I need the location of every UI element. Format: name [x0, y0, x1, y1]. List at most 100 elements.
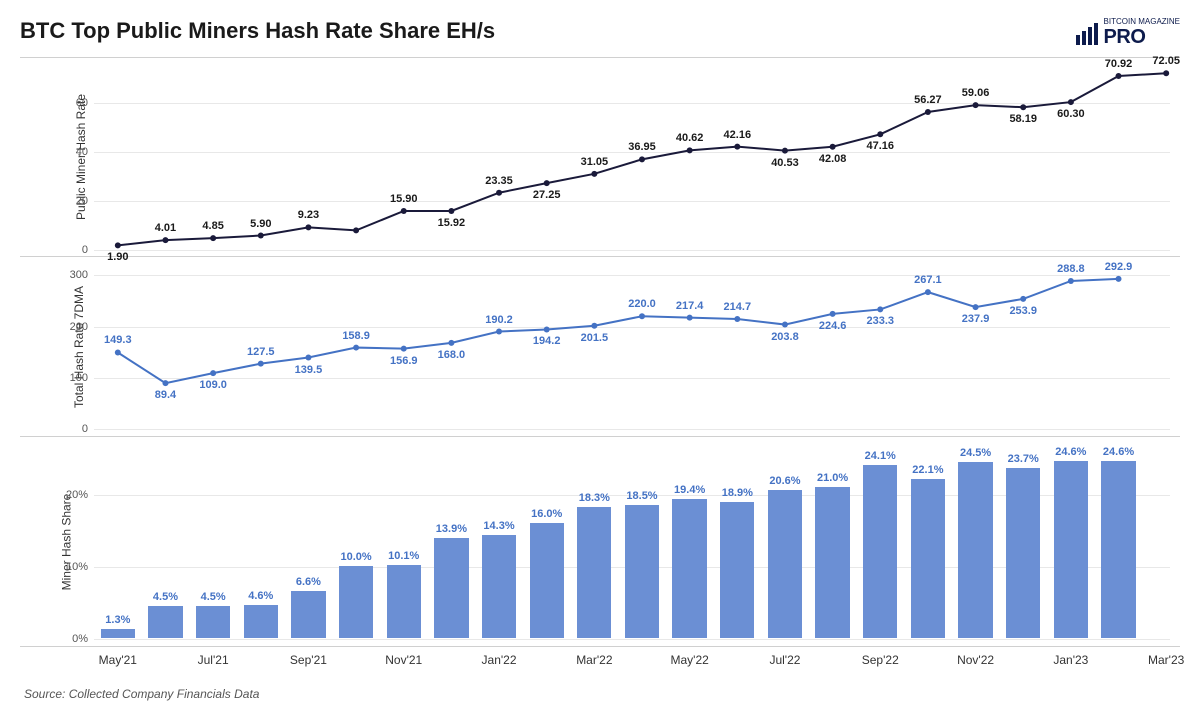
bar [291, 591, 325, 638]
data-label: 4.5% [153, 591, 178, 603]
data-label: 24.5% [960, 447, 991, 459]
data-label: 70.92 [1105, 58, 1133, 70]
bar [339, 566, 373, 638]
y-tick: 20 [52, 195, 88, 207]
data-label: 4.6% [248, 590, 273, 602]
data-label: 24.6% [1103, 446, 1134, 458]
chart-title: BTC Top Public Miners Hash Rate Share EH… [20, 18, 495, 44]
y-tick: 200 [52, 321, 88, 333]
data-label: 217.4 [676, 300, 704, 312]
y-tick: 100 [52, 372, 88, 384]
y-tick: 60 [52, 97, 88, 109]
data-label: 201.5 [581, 332, 609, 344]
data-label: 42.16 [724, 129, 752, 141]
y-tick: 300 [52, 269, 88, 281]
data-label: 10.0% [340, 551, 371, 563]
bar [482, 535, 516, 638]
x-tick: Jan'22 [482, 653, 517, 667]
data-label: 127.5 [247, 346, 275, 358]
bar [530, 523, 564, 638]
data-label: 59.06 [962, 87, 990, 99]
data-label: 224.6 [819, 320, 847, 332]
panel-total: Total Hash Rate 7DMA0100200300149.389.41… [20, 257, 1180, 437]
data-label: 24.1% [865, 450, 896, 462]
bar [1054, 461, 1088, 638]
x-tick: Nov'21 [385, 653, 422, 667]
data-label: 13.9% [436, 523, 467, 535]
bar [911, 479, 945, 638]
data-label: 10.1% [388, 550, 419, 562]
brand-logo: BITCOIN MAGAZINE PRO [1076, 18, 1180, 49]
data-label: 156.9 [390, 355, 418, 367]
data-label: 267.1 [914, 274, 942, 286]
data-label: 9.23 [298, 209, 319, 221]
data-label: 233.3 [866, 315, 894, 327]
data-label: 5.90 [250, 218, 271, 230]
data-label: 4.5% [201, 591, 226, 603]
data-label: 24.6% [1055, 446, 1086, 458]
data-label: 36.95 [628, 141, 656, 153]
data-label: 15.92 [438, 217, 466, 229]
data-label: 47.16 [866, 140, 894, 152]
data-label: 40.53 [771, 157, 799, 169]
y-axis-label: Total Hash Rate 7DMA [72, 285, 86, 407]
bar [101, 629, 135, 638]
bar [577, 507, 611, 638]
data-label: 292.9 [1105, 261, 1133, 273]
data-label: 60.30 [1057, 108, 1085, 120]
data-label: 14.3% [483, 520, 514, 532]
bar [244, 605, 278, 638]
data-label: 149.3 [104, 334, 132, 346]
data-label: 19.4% [674, 484, 705, 496]
y-tick: 0% [52, 633, 88, 645]
data-label: 23.7% [1008, 453, 1039, 465]
data-label: 6.6% [296, 576, 321, 588]
y-tick: 10% [52, 561, 88, 573]
data-label: 18.3% [579, 492, 610, 504]
logo-bars-icon [1076, 23, 1098, 45]
bar [720, 502, 754, 638]
chart-header: BTC Top Public Miners Hash Rate Share EH… [20, 18, 1180, 49]
data-label: 237.9 [962, 313, 990, 325]
x-tick: Sep'21 [290, 653, 327, 667]
data-label: 72.05 [1152, 55, 1180, 67]
grid-line [94, 639, 1170, 640]
y-tick: 0 [52, 244, 88, 256]
data-label: 1.3% [105, 614, 130, 626]
bar [672, 499, 706, 638]
data-label: 42.08 [819, 153, 847, 165]
data-label: 23.35 [485, 175, 513, 187]
data-label: 18.5% [626, 490, 657, 502]
chart-panels: Public Miner Hash Rate02040601.904.014.8… [20, 57, 1180, 647]
data-label: 40.62 [676, 132, 704, 144]
chart-source-footer: Source: Collected Company Financials Dat… [24, 687, 1180, 701]
panel-public: Public Miner Hash Rate02040601.904.014.8… [20, 57, 1180, 257]
y-tick: 20% [52, 489, 88, 501]
bar [387, 565, 421, 638]
x-tick: Jul'22 [769, 653, 800, 667]
logo-brand-top: BITCOIN MAGAZINE [1104, 18, 1180, 26]
data-label: 158.9 [342, 330, 370, 342]
x-tick: Jul'21 [198, 653, 229, 667]
bar [1006, 468, 1040, 638]
data-label: 214.7 [724, 301, 752, 313]
data-label: 288.8 [1057, 263, 1085, 275]
bar [1101, 461, 1135, 638]
bar [768, 490, 802, 638]
data-label: 109.0 [199, 379, 227, 391]
bar [815, 487, 849, 638]
x-tick: May'21 [99, 653, 137, 667]
bar [958, 462, 992, 638]
data-label: 16.0% [531, 508, 562, 520]
data-label: 253.9 [1009, 305, 1037, 317]
y-tick: 0 [52, 423, 88, 435]
logo-brand-main: PRO [1104, 26, 1180, 49]
data-label: 168.0 [438, 349, 466, 361]
data-label: 220.0 [628, 298, 656, 310]
data-label: 194.2 [533, 335, 561, 347]
x-tick: Sep'22 [862, 653, 899, 667]
y-tick: 40 [52, 146, 88, 158]
x-tick: Jan'23 [1053, 653, 1088, 667]
panel-share: Miner Hash Share0%10%20%1.3%4.5%4.5%4.6%… [20, 437, 1180, 647]
x-tick: Mar'23 [1148, 653, 1184, 667]
